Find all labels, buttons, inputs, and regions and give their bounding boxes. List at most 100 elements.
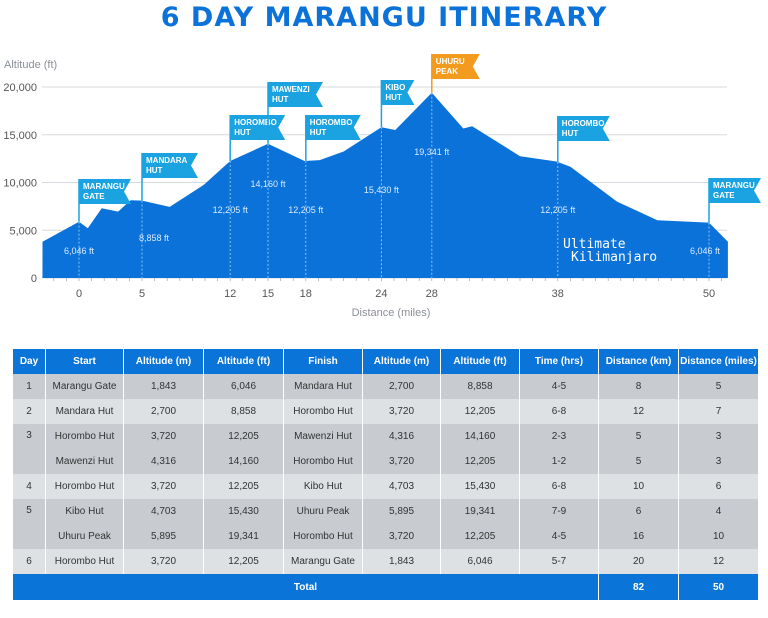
table-cell: 12,205	[440, 399, 520, 424]
table-cell: 3,720	[123, 424, 204, 449]
table-cell: 5	[598, 424, 679, 449]
day-cell: 4	[12, 474, 46, 499]
x-tick-label: 50	[703, 288, 715, 300]
day-cell: 5	[12, 499, 46, 549]
total-row: Total 82 50	[12, 574, 759, 600]
table-header-row: Day Start Altitude (m) Altitude (ft) Finish A…	[12, 349, 759, 374]
table-cell: 1-2	[519, 449, 599, 474]
table-cell: 3,720	[362, 449, 441, 474]
altitude-label: 6,046 ft	[64, 246, 95, 256]
table-cell: Uhuru Peak	[283, 499, 363, 524]
table-cell: Mandara Hut	[45, 399, 124, 424]
table-cell: 5,895	[362, 499, 441, 524]
column-header: Altitude (m)	[123, 349, 204, 374]
table-cell: 8	[598, 374, 679, 399]
table-cell: Horombo Hut	[283, 524, 363, 549]
altitude-profile-chart: 0 5,000 10,000 15,000 20,000 0 5 12 15 18 24 28 38 5…	[3, 54, 761, 319]
table-cell: 2-3	[519, 424, 599, 449]
column-header: Altitude (ft)	[203, 349, 284, 374]
svg-text:Ultimate: Ultimate	[563, 237, 626, 252]
altitude-label: 14,160 ft	[250, 179, 286, 189]
table-cell: 8,858	[440, 374, 520, 399]
flag-label: HUT	[385, 93, 402, 102]
table-cell: 3,720	[362, 399, 441, 424]
table-cell: 6,046	[203, 374, 284, 399]
table-cell: 14,160	[203, 449, 284, 474]
table-cell: 2,700	[123, 399, 204, 424]
x-tick-label: 18	[300, 288, 312, 300]
flag-icon	[381, 80, 415, 105]
table-cell: Horombo Hut	[283, 399, 363, 424]
flag-label: UHURU	[436, 57, 465, 66]
flag-label: HOROMBO	[310, 118, 353, 127]
column-header: Distance (km)	[598, 349, 679, 374]
column-header: Day	[12, 349, 46, 374]
flag-label: HUT	[562, 129, 579, 138]
table-cell: Horombo Hut	[45, 474, 124, 499]
table-row: Mawenzi Hut 4,316 14,160 Horombo Hut 3,720 12…	[13, 449, 759, 474]
table-cell: 10	[598, 474, 679, 499]
y-tick-label: 20,000	[3, 82, 37, 94]
table-cell: 1,843	[362, 549, 441, 574]
day-cell: 6	[12, 549, 46, 574]
x-tick-label: 5	[139, 288, 145, 300]
total-km: 82	[598, 574, 679, 600]
table-cell: 3,720	[362, 524, 441, 549]
column-header: Distance (miles)	[678, 349, 759, 374]
x-tick-label: 0	[76, 288, 82, 300]
table-row: 6 Horombo Hut 3,720 12,205 Marangu Gate 1,843…	[12, 549, 759, 574]
day-cell: 3	[12, 424, 46, 474]
table-cell: 6,046	[440, 549, 520, 574]
table-cell: 14,160	[440, 424, 520, 449]
table-cell: 4-5	[519, 374, 599, 399]
table-cell: 4,703	[362, 474, 441, 499]
table-cell: 6	[598, 499, 679, 524]
table-cell: Horombo Hut	[283, 449, 363, 474]
flag-label: HUT	[234, 128, 251, 137]
altitude-label: 12,205 ft	[288, 205, 324, 215]
flag-label: MARANGU	[713, 181, 755, 190]
svg-text:Kilimanjaro: Kilimanjaro	[571, 250, 657, 265]
table-cell: 12	[678, 549, 759, 574]
column-header: Altitude (m)	[362, 349, 441, 374]
x-axis-label: Distance (miles)	[352, 307, 431, 319]
table-row: Uhuru Peak 5,895 19,341 Horombo Hut 3,720 12,…	[13, 524, 759, 549]
altitude-label: 12,205 ft	[540, 205, 576, 215]
table-row: 3 Horombo Hut 3,720 12,205 Mawenzi Hut 4,316 1…	[12, 424, 759, 474]
table-cell: 1,843	[123, 374, 204, 399]
table-cell: 12,205	[203, 549, 284, 574]
x-tick-label: 28	[426, 288, 438, 300]
itinerary-table: Day Start Altitude (m) Altitude (ft) Finish A…	[12, 349, 759, 600]
flag-label: GATE	[83, 192, 105, 201]
table-cell: Horombo Hut	[45, 424, 124, 449]
table-cell: 3,720	[123, 474, 204, 499]
table-cell: 4,316	[123, 449, 204, 474]
flag-icon	[431, 54, 480, 79]
table-cell: 16	[598, 524, 679, 549]
table-cell: Marangu Gate	[283, 549, 363, 574]
flag-label: HOROMBO	[562, 119, 605, 128]
table-cell: 5-7	[519, 549, 599, 574]
page-title: 6 DAY MARANGU ITINERARY	[160, 2, 608, 33]
table-cell: 19,341	[440, 499, 520, 524]
y-tick-label: 15,000	[3, 130, 37, 142]
flag-label: MAWENZI	[272, 85, 310, 94]
table-cell: 12,205	[440, 449, 520, 474]
table-cell: 4	[678, 499, 759, 524]
flag-label: MANDARA	[146, 156, 188, 165]
table-cell: 4,703	[123, 499, 204, 524]
table-cell: 7	[678, 399, 759, 424]
flag-label: MARANGU	[83, 182, 125, 191]
flag-label: KIBO	[385, 83, 405, 92]
altitude-area	[42, 92, 728, 278]
x-tick-label: 24	[375, 288, 387, 300]
altitude-label: 12,205 ft	[213, 205, 249, 215]
